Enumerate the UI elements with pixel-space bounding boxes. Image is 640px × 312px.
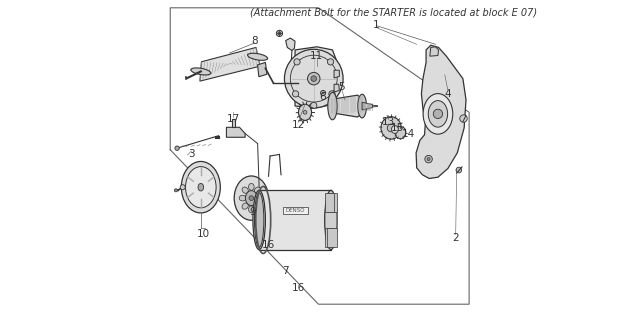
Text: (Attachment Bolt for the STARTER is located at block E 07): (Attachment Bolt for the STARTER is loca… [250, 7, 537, 17]
Text: 4: 4 [445, 89, 451, 99]
Ellipse shape [428, 100, 447, 127]
Ellipse shape [324, 190, 337, 250]
Ellipse shape [423, 94, 452, 134]
Text: 13: 13 [381, 117, 395, 127]
Ellipse shape [381, 117, 401, 139]
Circle shape [278, 32, 281, 35]
Polygon shape [285, 38, 295, 51]
Circle shape [292, 91, 299, 97]
Ellipse shape [255, 193, 264, 247]
Ellipse shape [239, 195, 246, 201]
Ellipse shape [328, 92, 337, 120]
Text: 8: 8 [251, 36, 258, 46]
Polygon shape [333, 95, 364, 117]
Ellipse shape [253, 190, 266, 250]
Text: 15: 15 [391, 123, 404, 133]
Polygon shape [257, 62, 267, 77]
Polygon shape [232, 119, 234, 127]
Ellipse shape [311, 76, 317, 81]
Ellipse shape [242, 187, 248, 193]
Ellipse shape [303, 110, 307, 114]
Polygon shape [295, 47, 337, 108]
Circle shape [310, 102, 317, 109]
Polygon shape [325, 193, 334, 212]
Polygon shape [334, 84, 339, 92]
Ellipse shape [245, 191, 257, 206]
Ellipse shape [198, 183, 204, 191]
Ellipse shape [248, 183, 254, 190]
Ellipse shape [284, 49, 343, 108]
Text: 6: 6 [319, 92, 326, 102]
Ellipse shape [433, 109, 443, 119]
Ellipse shape [248, 206, 254, 213]
Polygon shape [430, 47, 438, 56]
Text: 2: 2 [452, 233, 459, 243]
Text: 3: 3 [188, 149, 195, 158]
Ellipse shape [186, 167, 216, 208]
Polygon shape [416, 45, 466, 178]
Ellipse shape [242, 203, 248, 209]
Polygon shape [328, 193, 337, 212]
Ellipse shape [255, 187, 260, 193]
Ellipse shape [255, 203, 260, 209]
Polygon shape [334, 70, 339, 78]
Ellipse shape [257, 195, 264, 201]
Ellipse shape [191, 68, 211, 75]
Polygon shape [328, 228, 337, 247]
Polygon shape [362, 102, 372, 110]
Circle shape [425, 155, 433, 163]
Text: 9: 9 [250, 207, 256, 217]
Ellipse shape [181, 162, 220, 213]
Ellipse shape [248, 53, 268, 60]
Circle shape [456, 167, 461, 173]
Text: 17: 17 [227, 114, 240, 124]
Ellipse shape [234, 176, 269, 220]
Text: 11: 11 [310, 51, 323, 61]
Circle shape [322, 92, 324, 94]
Circle shape [175, 146, 179, 150]
Ellipse shape [392, 126, 398, 134]
Circle shape [427, 158, 430, 161]
Ellipse shape [298, 104, 312, 120]
Text: 5: 5 [339, 82, 345, 92]
Text: 1: 1 [373, 20, 380, 30]
Text: 10: 10 [196, 229, 209, 239]
Polygon shape [259, 190, 331, 250]
Circle shape [329, 91, 335, 97]
Text: 7: 7 [282, 266, 289, 276]
Circle shape [328, 59, 333, 65]
Ellipse shape [249, 196, 253, 201]
Circle shape [174, 189, 177, 192]
Text: DENSO: DENSO [285, 208, 305, 213]
Ellipse shape [387, 124, 395, 132]
Polygon shape [325, 228, 334, 247]
Circle shape [180, 185, 185, 190]
Ellipse shape [307, 72, 320, 85]
Text: 14: 14 [401, 129, 415, 139]
Polygon shape [227, 127, 245, 137]
Ellipse shape [358, 94, 367, 118]
Ellipse shape [395, 126, 406, 139]
Polygon shape [282, 207, 307, 214]
Circle shape [321, 90, 326, 95]
Circle shape [460, 115, 467, 122]
Text: 12: 12 [292, 120, 305, 130]
Circle shape [276, 30, 283, 37]
Polygon shape [372, 105, 378, 107]
Text: 16: 16 [292, 283, 305, 293]
Circle shape [294, 59, 300, 65]
Text: 16: 16 [262, 240, 275, 250]
Polygon shape [200, 47, 260, 81]
